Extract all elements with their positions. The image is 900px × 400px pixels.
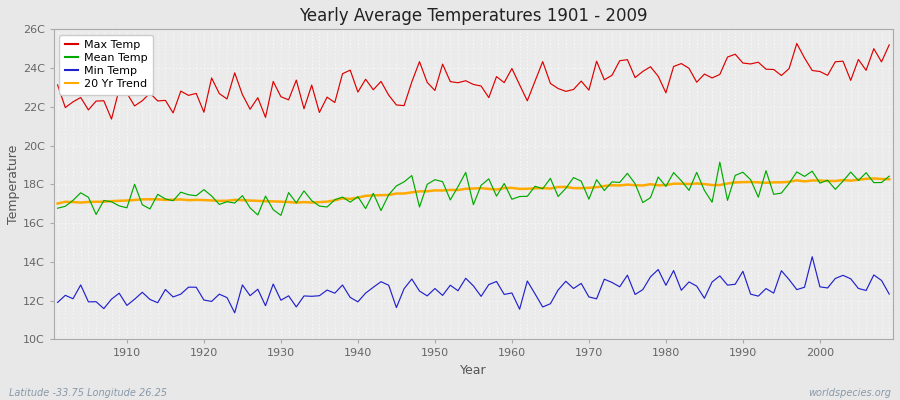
Line: Min Temp: Min Temp (58, 257, 889, 313)
Max Temp (338, 71, 348, 76)
Line: 20 Yr Trend: 20 Yr Trend (58, 178, 889, 204)
20 Yr Trend (507, 186, 517, 190)
Mean Temp (291, 200, 302, 205)
Min Temp (52, 300, 63, 305)
Text: worldspecies.org: worldspecies.org (808, 388, 891, 398)
Mean Temp (113, 204, 124, 208)
20 Yr Trend (113, 198, 124, 203)
Mean Temp (514, 194, 525, 199)
Mean Temp (275, 213, 286, 218)
Mean Temp (715, 160, 725, 164)
Mean Temp (507, 197, 517, 202)
Max Temp (884, 42, 895, 47)
20 Yr Trend (52, 201, 63, 206)
Max Temp (291, 78, 302, 82)
Line: Max Temp: Max Temp (58, 44, 889, 119)
Y-axis label: Temperature: Temperature (7, 145, 20, 224)
Legend: Max Temp, Mean Temp, Min Temp, 20 Yr Trend: Max Temp, Mean Temp, Min Temp, 20 Yr Tre… (59, 35, 153, 95)
20 Yr Trend (868, 176, 879, 181)
20 Yr Trend (284, 200, 294, 204)
20 Yr Trend (598, 184, 609, 188)
Max Temp (607, 73, 617, 78)
Min Temp (338, 283, 348, 288)
Min Temp (113, 291, 124, 296)
Text: Latitude -33.75 Longitude 26.25: Latitude -33.75 Longitude 26.25 (9, 388, 167, 398)
Min Temp (230, 310, 240, 315)
Max Temp (106, 117, 117, 122)
Max Temp (514, 82, 525, 87)
Min Temp (607, 280, 617, 285)
Mean Temp (52, 206, 63, 211)
Mean Temp (884, 174, 895, 178)
20 Yr Trend (329, 198, 340, 203)
Line: Mean Temp: Mean Temp (58, 162, 889, 215)
Min Temp (806, 254, 817, 259)
Title: Yearly Average Temperatures 1901 - 2009: Yearly Average Temperatures 1901 - 2009 (299, 7, 648, 25)
Min Temp (507, 290, 517, 295)
Max Temp (52, 82, 63, 87)
Min Temp (291, 304, 302, 309)
Max Temp (122, 91, 132, 96)
Max Temp (791, 41, 802, 46)
X-axis label: Year: Year (460, 364, 487, 377)
20 Yr Trend (499, 186, 509, 190)
Mean Temp (607, 180, 617, 184)
Max Temp (507, 66, 517, 71)
Min Temp (514, 307, 525, 312)
Mean Temp (338, 195, 348, 200)
Min Temp (884, 292, 895, 296)
20 Yr Trend (884, 177, 895, 182)
